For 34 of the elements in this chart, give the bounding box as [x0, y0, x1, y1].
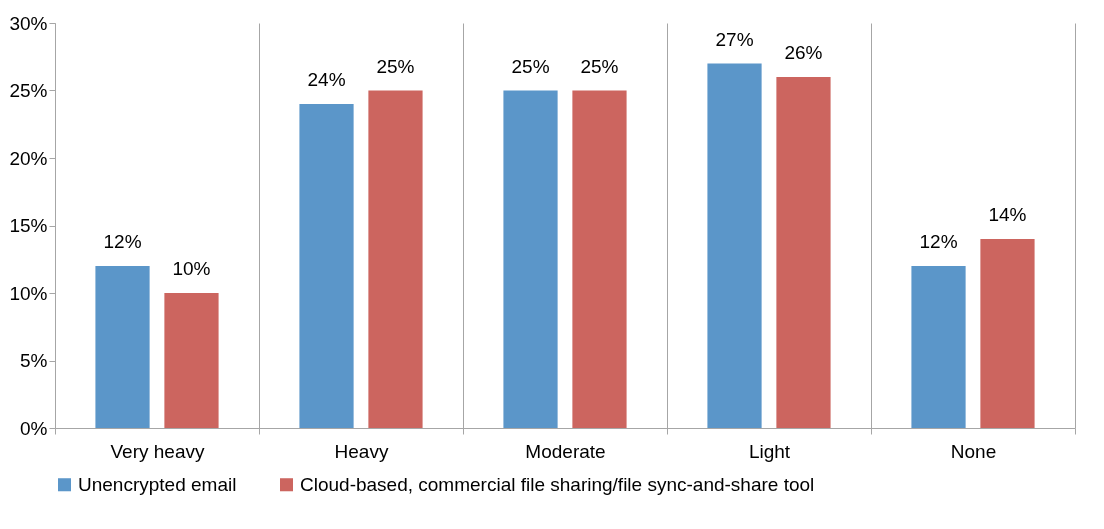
- x-tick-label: Light: [748, 440, 791, 462]
- data-label: 27%: [715, 28, 754, 50]
- y-tick-label: 25%: [9, 80, 48, 101]
- x-tick-label: Heavy: [334, 440, 389, 462]
- bar: [707, 63, 762, 428]
- legend-label: Cloud-based, commercial file sharing/file sync-and-share tool: [300, 473, 815, 495]
- x-tick-label: Very heavy: [110, 440, 205, 462]
- y-tick-label: 20%: [9, 147, 48, 169]
- y-tick-label: 15%: [9, 215, 48, 236]
- y-tick-label: 5%: [20, 350, 48, 371]
- y-tick-label: 30%: [9, 12, 48, 34]
- data-label: 10%: [172, 258, 211, 279]
- bar: [980, 239, 1035, 428]
- data-label: 12%: [103, 231, 142, 252]
- legend-label: Unencrypted email: [78, 473, 237, 495]
- y-tick-label: 0%: [20, 417, 48, 439]
- x-tick-label: Moderate: [525, 440, 606, 462]
- bar: [95, 266, 150, 428]
- data-label: 12%: [919, 231, 958, 252]
- data-label: 26%: [784, 42, 823, 63]
- data-label: 25%: [511, 55, 550, 77]
- bar: [776, 77, 831, 428]
- bar: [164, 293, 219, 428]
- bar: [572, 90, 627, 428]
- bar: [911, 266, 966, 428]
- bar: [368, 90, 423, 428]
- bar: [503, 90, 558, 428]
- data-label: 25%: [580, 55, 619, 77]
- data-label: 25%: [376, 55, 415, 77]
- data-label: 24%: [307, 69, 346, 90]
- bar: [299, 104, 354, 428]
- y-tick-label: 10%: [9, 282, 48, 304]
- x-tick-label: None: [950, 440, 997, 462]
- data-label: 14%: [988, 204, 1027, 225]
